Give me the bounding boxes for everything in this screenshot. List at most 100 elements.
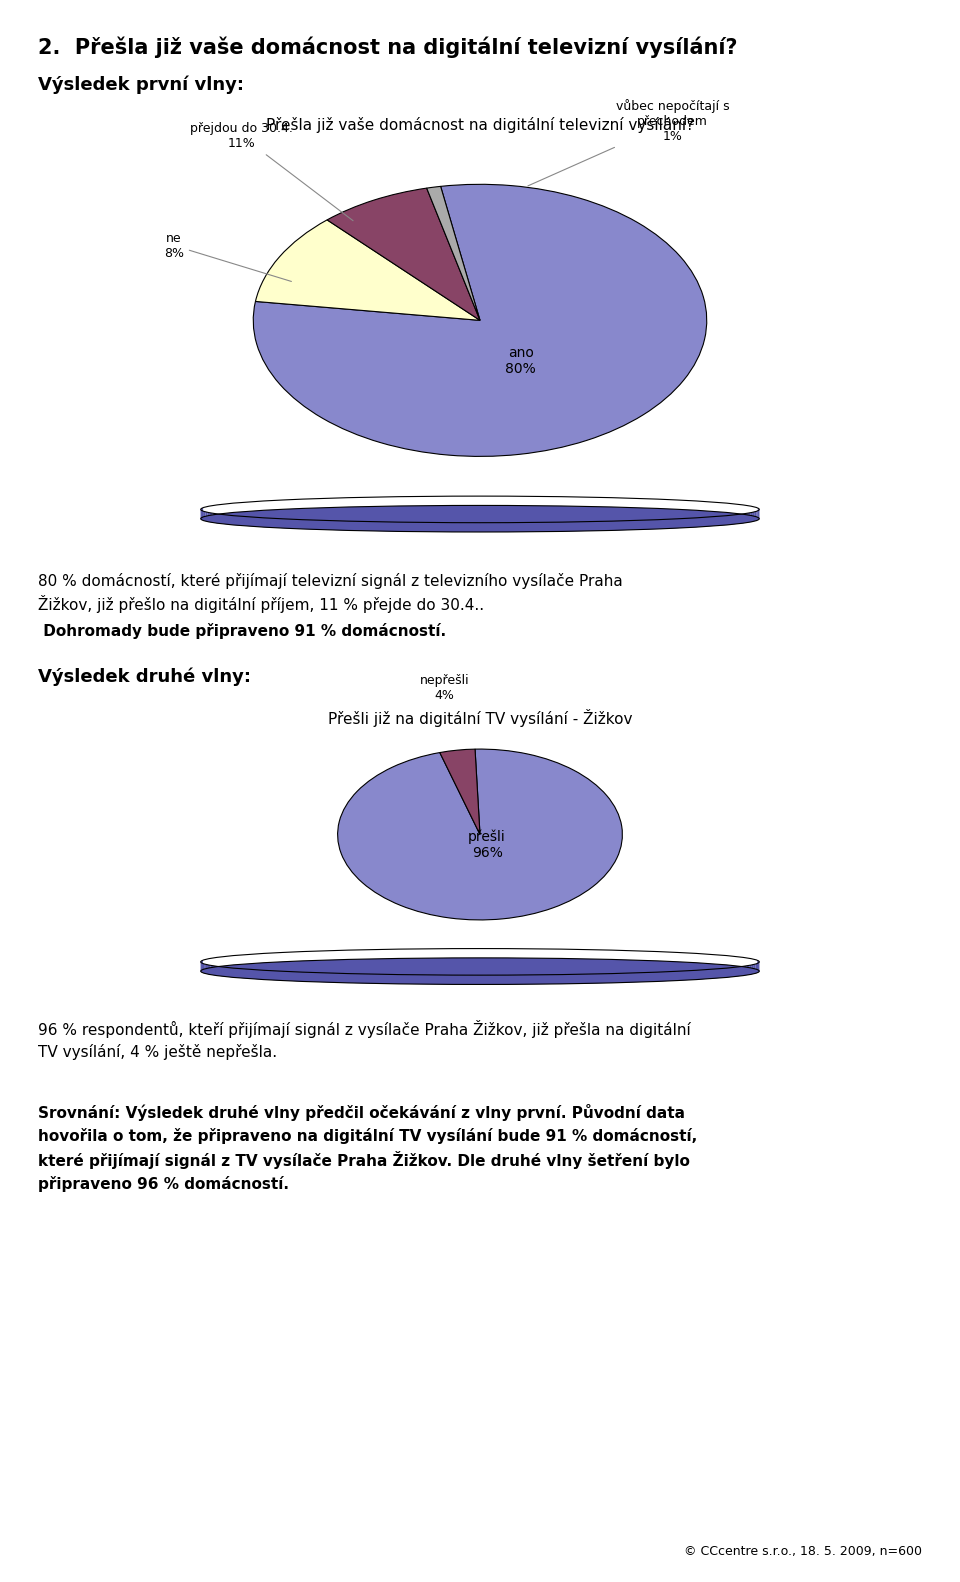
Polygon shape: [269, 517, 276, 528]
Polygon shape: [516, 522, 525, 532]
Polygon shape: [723, 968, 728, 978]
Wedge shape: [253, 185, 707, 456]
Polygon shape: [708, 970, 712, 979]
Polygon shape: [486, 522, 495, 532]
Polygon shape: [745, 513, 748, 524]
Polygon shape: [202, 960, 203, 970]
Polygon shape: [718, 968, 723, 978]
Polygon shape: [686, 517, 692, 528]
Polygon shape: [373, 975, 383, 984]
Polygon shape: [658, 519, 665, 528]
Polygon shape: [757, 963, 758, 973]
Polygon shape: [365, 975, 373, 984]
Polygon shape: [212, 513, 215, 524]
Polygon shape: [418, 522, 427, 532]
Polygon shape: [276, 519, 282, 528]
Text: 96 % respondentů, kteří přijímají signál z vysílače Praha Žižkov, již přešla na : 96 % respondentů, kteří přijímají signál…: [38, 1020, 691, 1060]
Polygon shape: [535, 522, 544, 532]
Polygon shape: [401, 975, 411, 984]
Polygon shape: [582, 522, 590, 532]
Polygon shape: [390, 522, 398, 532]
Polygon shape: [547, 975, 557, 984]
Polygon shape: [505, 522, 516, 532]
Polygon shape: [525, 522, 535, 532]
Polygon shape: [202, 963, 203, 973]
Polygon shape: [203, 963, 204, 973]
Polygon shape: [576, 975, 585, 984]
Polygon shape: [236, 968, 241, 978]
Polygon shape: [490, 975, 499, 984]
Polygon shape: [408, 522, 418, 532]
Polygon shape: [753, 511, 755, 522]
Polygon shape: [430, 975, 440, 984]
Polygon shape: [456, 522, 467, 532]
Polygon shape: [672, 519, 679, 528]
Wedge shape: [440, 750, 480, 834]
Polygon shape: [205, 965, 208, 975]
Ellipse shape: [201, 957, 759, 984]
Wedge shape: [338, 748, 622, 919]
Polygon shape: [304, 520, 312, 530]
Text: 2.  Přešla již vaše domácnost na digitální televizní vysílání?: 2. Přešla již vaše domácnost na digitáln…: [38, 36, 738, 59]
Polygon shape: [227, 516, 230, 525]
Wedge shape: [426, 187, 480, 320]
Polygon shape: [675, 971, 682, 981]
Polygon shape: [518, 975, 528, 984]
Polygon shape: [645, 973, 653, 982]
Polygon shape: [205, 513, 207, 522]
Text: přejdou do 30.4.
11%: přejdou do 30.4. 11%: [190, 122, 353, 221]
Polygon shape: [362, 522, 371, 532]
Polygon shape: [603, 973, 612, 982]
Polygon shape: [371, 522, 380, 532]
Text: ne
8%: ne 8%: [164, 231, 292, 282]
Polygon shape: [284, 971, 291, 981]
Polygon shape: [748, 513, 751, 522]
Polygon shape: [336, 520, 345, 530]
Polygon shape: [320, 520, 327, 530]
Polygon shape: [383, 975, 392, 984]
Polygon shape: [398, 522, 408, 532]
Polygon shape: [245, 517, 251, 527]
Wedge shape: [255, 220, 480, 320]
Polygon shape: [756, 511, 757, 520]
Polygon shape: [339, 973, 347, 982]
Polygon shape: [264, 970, 271, 979]
Polygon shape: [208, 965, 210, 975]
Polygon shape: [469, 975, 479, 984]
Polygon shape: [740, 967, 743, 976]
Polygon shape: [757, 960, 758, 970]
Polygon shape: [612, 973, 620, 982]
Polygon shape: [642, 520, 650, 530]
Polygon shape: [660, 971, 668, 981]
Text: Přešla již vaše domácnost na digitální televizní vysílání?: Přešla již vaše domácnost na digitální t…: [266, 117, 694, 133]
Polygon shape: [752, 965, 754, 975]
Polygon shape: [750, 965, 752, 975]
Polygon shape: [437, 522, 446, 532]
Polygon shape: [634, 520, 642, 530]
Polygon shape: [738, 514, 742, 524]
Polygon shape: [235, 516, 240, 525]
Polygon shape: [203, 511, 204, 520]
Polygon shape: [224, 967, 228, 976]
Polygon shape: [665, 519, 672, 528]
Polygon shape: [528, 975, 538, 984]
Polygon shape: [356, 975, 365, 984]
Polygon shape: [620, 973, 629, 982]
Polygon shape: [728, 968, 732, 978]
Polygon shape: [742, 514, 745, 524]
Text: Přešli již na digitální TV vysílání - Žižkov: Přešli již na digitální TV vysílání - Ži…: [327, 709, 633, 726]
Polygon shape: [219, 514, 223, 524]
Polygon shape: [721, 516, 726, 525]
Polygon shape: [557, 975, 566, 984]
Polygon shape: [731, 514, 734, 525]
Polygon shape: [544, 522, 554, 532]
Polygon shape: [564, 522, 572, 532]
Polygon shape: [312, 520, 320, 530]
Polygon shape: [460, 975, 469, 984]
Polygon shape: [600, 520, 609, 530]
Polygon shape: [688, 970, 695, 979]
Polygon shape: [754, 963, 756, 975]
Polygon shape: [427, 522, 437, 532]
Wedge shape: [327, 188, 480, 320]
Polygon shape: [247, 970, 252, 979]
